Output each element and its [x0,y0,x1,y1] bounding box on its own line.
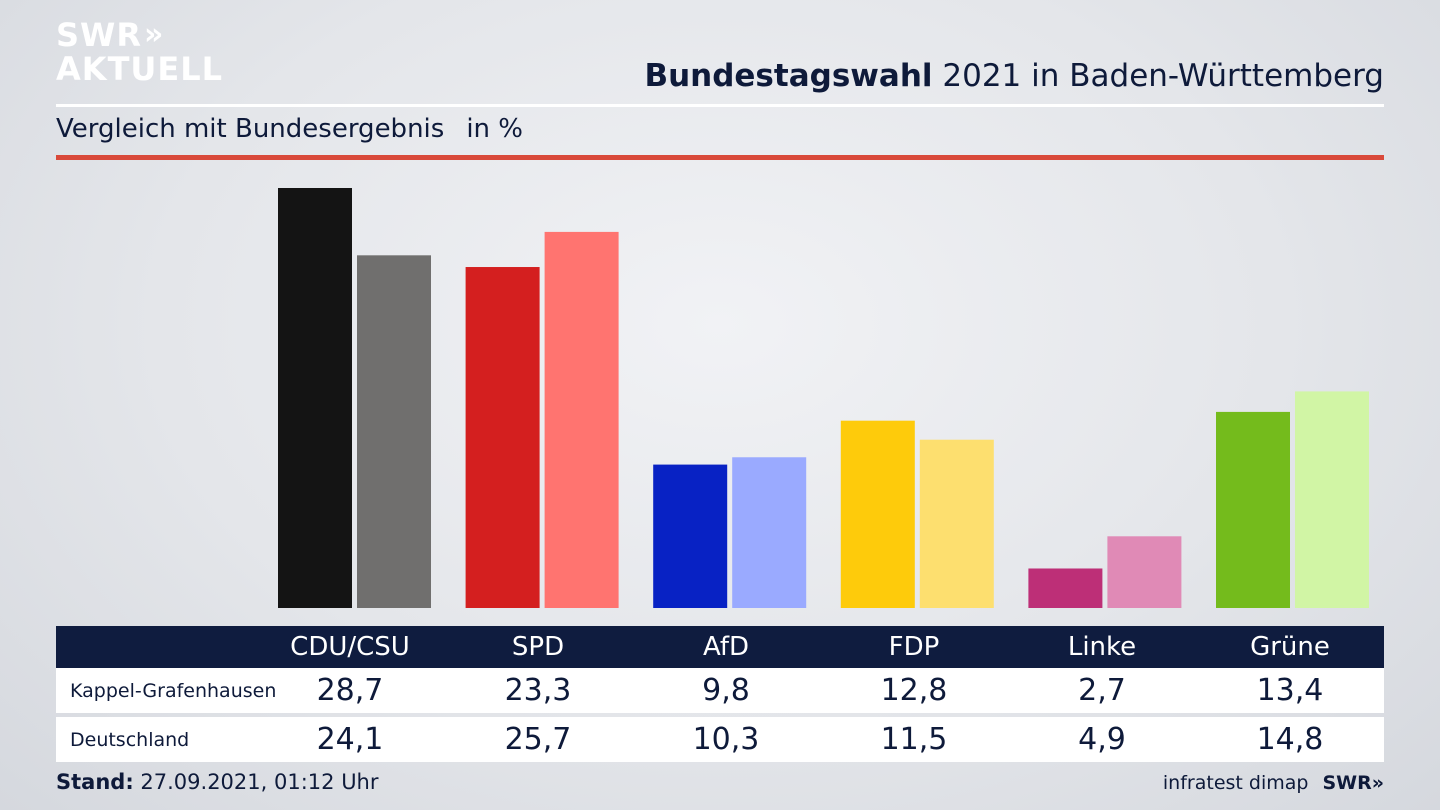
bar-local-fdp [840,420,915,608]
column-header: Grüne [1250,632,1330,662]
swr-aktuell-logo: SWR» AKTUELL [56,16,224,88]
header-divider [56,104,1384,107]
title-rest: 2021 in Baden-Württemberg [942,58,1384,94]
logo-swr-text: SWR [56,16,142,54]
table-cell: 2,7 [1078,673,1126,708]
table-cell: 13,4 [1256,673,1324,708]
accent-rule [56,155,1384,160]
table-header-row: CDU/CSU SPD AfD FDP Linke Grüne [56,626,1384,668]
bar-chart [278,188,1369,608]
source-text: infratest dimap [1162,772,1309,794]
table-cell: 24,1 [316,722,384,757]
bar-national-linke [1107,536,1182,608]
column-header: FDP [888,632,940,662]
bar-national-afd [732,457,807,608]
bar-national-spd [544,231,619,608]
subtitle-unit: in % [466,114,523,144]
timestamp: Stand: 27.09.2021, 01:12 Uhr [56,770,379,794]
bar-national-gr-ne [1295,391,1369,608]
bar-national-fdp [919,439,994,608]
logo-aktuell-text: AKTUELL [56,50,224,88]
row-label: Kappel-Grafenhausen [70,679,277,702]
table-cell: 9,8 [702,673,750,708]
source-credit: infratest dimap SWR» [1163,772,1384,794]
swr-footer-logo: SWR» [1322,772,1384,794]
bar-local-gr-ne [1216,411,1290,608]
subtitle-text: Vergleich mit Bundesergebnis [56,114,445,144]
table-cell: 14,8 [1256,722,1324,757]
subtitle: Vergleich mit Bundesergebnis in % [56,114,523,144]
bar-local-linke [1028,568,1103,608]
table-cell: 25,7 [504,722,572,757]
stand-value: 27.09.2021, 01:12 Uhr [140,770,379,794]
results-table: CDU/CSU SPD AfD FDP Linke Grüne Kappel-Grafen… [56,626,1384,762]
bar-local-afd [653,464,728,608]
stand-label: Stand: [56,770,134,794]
column-header: SPD [511,632,565,662]
row-label: Deutschland [70,728,190,751]
bar-local-spd [465,267,540,608]
bar-local-cdu-csu [278,188,352,608]
page-title: Bundestagswahl 2021 in Baden-Württemberg [644,58,1384,94]
table-cell: 11,5 [880,722,948,757]
bar-national-cdu-csu [357,255,431,608]
table-cell: 10,3 [692,722,760,757]
column-header: CDU/CSU [290,632,410,662]
table-row: Deutschland 24,1 25,7 10,3 11,5 4,9 14,8 [56,717,1384,762]
title-bold: Bundestagswahl [644,58,933,94]
table-cell: 4,9 [1078,722,1126,757]
table-cell: 28,7 [316,673,384,708]
column-header: AfD [702,632,750,662]
table-cell: 12,8 [880,673,948,708]
column-header: Linke [1067,632,1137,662]
table-cell: 23,3 [504,673,572,708]
table-row: Kappel-Grafenhausen 28,7 23,3 9,8 12,8 2,7 13… [56,668,1384,713]
